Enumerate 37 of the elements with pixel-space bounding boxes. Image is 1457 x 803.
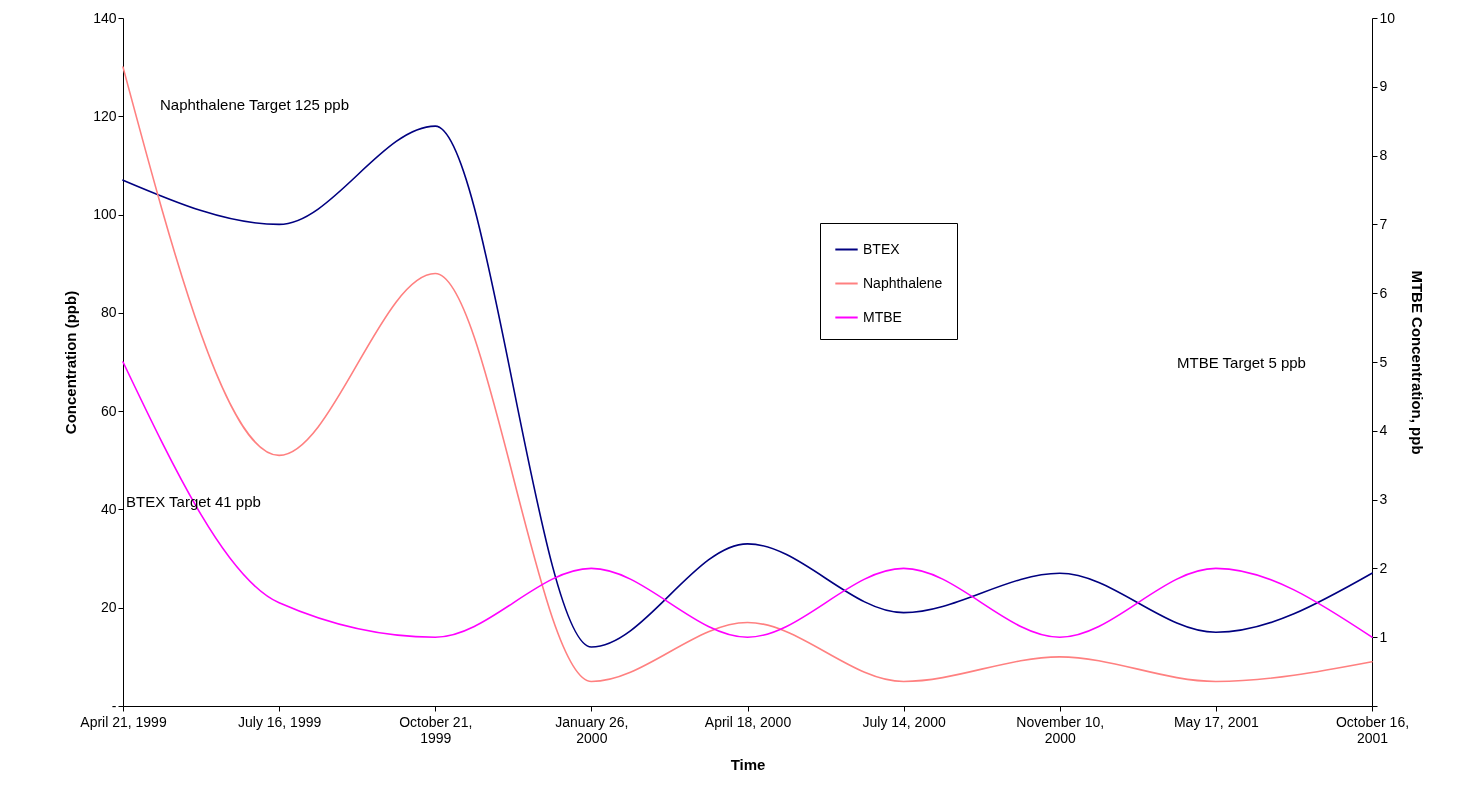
x-axis-title: Time — [730, 755, 766, 773]
x-tick-label: January 26, 2000 — [555, 713, 629, 746]
annotation: MTBE Target 5 ppb — [1177, 354, 1306, 371]
y-axis-title: Concentration (ppb) — [62, 290, 80, 435]
y-tick-label: 80 — [100, 304, 117, 321]
annotation: Naphthalene Target 125 ppb — [160, 96, 350, 113]
y2-tick-label: 6 — [1379, 284, 1388, 301]
x-tick-label: May 17, 2001 — [1173, 713, 1259, 730]
x-tick-label: July 14, 2000 — [862, 713, 946, 730]
y2-tick-label: 9 — [1379, 78, 1388, 95]
y2-tick-label: 8 — [1379, 147, 1388, 164]
y2-tick-label: 10 — [1379, 9, 1396, 26]
y2-tick-label: 4 — [1379, 422, 1388, 439]
y2-tick-label: 1 — [1379, 628, 1388, 645]
x-tick-label: April 21, 1999 — [80, 713, 167, 730]
y-tick-label: 100 — [93, 206, 117, 223]
x-tick-label: November 10, 2000 — [1016, 713, 1105, 746]
y2-tick-label: 7 — [1379, 215, 1388, 232]
legend-label: BTEX — [863, 240, 901, 257]
x-tick-label: April 18, 2000 — [704, 713, 792, 730]
x-tick-label: October 16, 2001 — [1335, 713, 1410, 746]
y2-axis-title: MTBE Concentration, ppb — [1409, 270, 1427, 455]
line-series — [122, 66, 1373, 683]
y-tick-label: 20 — [100, 599, 117, 616]
y-tick-label: - — [111, 697, 117, 714]
legend-label: Naphthalene — [863, 274, 943, 291]
y-tick-label: 120 — [93, 107, 117, 124]
legend-label: MTBE — [863, 308, 902, 325]
y2-tick-label: 3 — [1379, 491, 1388, 508]
y2-tick-label: 5 — [1379, 353, 1388, 370]
line-series — [122, 125, 1373, 648]
y-tick-label: 40 — [100, 500, 117, 517]
x-tick-label: October 21, 1999 — [399, 713, 473, 746]
y2-tick-label: 2 — [1379, 559, 1388, 576]
y-tick-label: 140 — [93, 9, 117, 26]
x-tick-label: July 16, 1999 — [237, 713, 322, 730]
y-tick-label: 60 — [100, 402, 117, 419]
